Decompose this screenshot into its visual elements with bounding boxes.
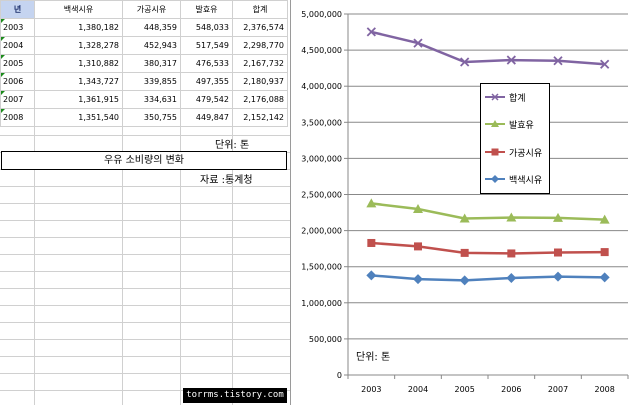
x-tick-label: 2007 bbox=[548, 385, 568, 394]
data-point bbox=[460, 57, 470, 67]
column-divider bbox=[122, 0, 123, 405]
y-tick-label: 5,000,000 bbox=[301, 10, 342, 19]
y-tick-label: 0 bbox=[337, 371, 342, 380]
sheet-title[interactable]: 우유 소비량의 변화 bbox=[1, 151, 287, 170]
data-point bbox=[553, 212, 563, 222]
data-point bbox=[413, 204, 423, 214]
data-point bbox=[600, 59, 610, 69]
data-point bbox=[367, 238, 376, 247]
data-point bbox=[366, 198, 377, 208]
series-line bbox=[371, 241, 605, 255]
data-point bbox=[460, 248, 469, 257]
data-point bbox=[554, 248, 562, 257]
data-point bbox=[506, 272, 517, 283]
data-point bbox=[553, 56, 563, 66]
y-tick-label: 4,500,000 bbox=[301, 46, 342, 55]
chart-unit-label: 단위: 톤 bbox=[356, 352, 391, 363]
series-line bbox=[371, 30, 605, 66]
table-row: 2006 1,343,727 339,855 497,355 2,180,937 bbox=[0, 72, 288, 91]
data-point bbox=[599, 214, 610, 224]
data-point bbox=[506, 55, 516, 65]
year-cell[interactable]: 2004 bbox=[0, 36, 35, 55]
data-point bbox=[600, 248, 609, 257]
x-tick-label: 2004 bbox=[408, 385, 428, 394]
legend-label: 백색시유 bbox=[509, 176, 543, 186]
legend-diamond-marker-icon bbox=[485, 175, 505, 183]
data-point bbox=[413, 38, 423, 48]
column-divider bbox=[180, 0, 181, 405]
data-point bbox=[553, 271, 563, 282]
header-white-milk[interactable]: 백색시유 bbox=[34, 0, 123, 19]
legend-item: 백색시유 bbox=[485, 172, 547, 186]
data-table: 년 백색시유 가공시유 발효유 합계 2003 1,380,182 448,35… bbox=[0, 0, 288, 127]
x-tick-label: 2003 bbox=[361, 385, 381, 394]
data-point bbox=[366, 27, 376, 37]
column-divider bbox=[232, 0, 233, 405]
table-cell[interactable]: 2,376,574 bbox=[232, 18, 288, 37]
legend-item: 발효유 bbox=[485, 117, 547, 131]
source-label[interactable]: 자료 :통계청 bbox=[200, 175, 253, 186]
legend-item: 가공시유 bbox=[485, 145, 547, 159]
table-header-row: 년 백색시유 가공시유 발효유 합계 bbox=[0, 0, 288, 19]
column-divider bbox=[34, 0, 35, 405]
series-line bbox=[371, 202, 605, 221]
watermark: torrms.tistory.com bbox=[183, 388, 287, 403]
table-cell[interactable]: 2,152,142 bbox=[232, 108, 288, 127]
data-point bbox=[599, 272, 610, 283]
y-tick-label: 4,000,000 bbox=[301, 82, 342, 91]
data-point bbox=[413, 274, 423, 285]
data-point bbox=[459, 213, 470, 223]
y-tick-label: 1,000,000 bbox=[301, 299, 342, 308]
legend-x-marker-icon bbox=[485, 93, 505, 101]
data-point bbox=[506, 212, 517, 222]
legend-label: 가공시유 bbox=[509, 149, 543, 159]
data-point bbox=[414, 242, 422, 251]
x-tick-label: 2006 bbox=[501, 385, 521, 394]
table-row: 2004 1,328,278 452,943 517,549 2,298,770 bbox=[0, 36, 288, 55]
spreadsheet: 년 백색시유 가공시유 발효유 합계 2003 1,380,182 448,35… bbox=[0, 0, 290, 405]
data-point bbox=[507, 249, 516, 258]
y-tick-label: 3,000,000 bbox=[301, 154, 342, 163]
x-tick-label: 2005 bbox=[454, 385, 474, 394]
year-cell[interactable]: 2006 bbox=[0, 72, 35, 91]
header-processed-milk[interactable]: 가공시유 bbox=[122, 0, 181, 19]
year-cell[interactable]: 2007 bbox=[0, 90, 35, 109]
data-point bbox=[459, 275, 470, 286]
table-row: 2007 1,361,915 334,631 479,542 2,176,088 bbox=[0, 90, 288, 109]
y-tick-label: 3,500,000 bbox=[301, 118, 342, 127]
unit-label[interactable]: 단위: 톤 bbox=[215, 140, 250, 151]
y-tick-label: 2,500,000 bbox=[301, 191, 342, 200]
data-point bbox=[366, 270, 377, 281]
y-tick-label: 1,500,000 bbox=[301, 263, 342, 272]
legend-label: 합계 bbox=[509, 94, 526, 104]
legend-square-marker-icon bbox=[485, 148, 505, 156]
legend-triangle-marker-icon bbox=[485, 120, 505, 127]
series-line bbox=[371, 274, 605, 282]
year-cell[interactable]: 2005 bbox=[0, 54, 35, 73]
legend-item: 합계 bbox=[485, 90, 547, 104]
legend-label: 발효유 bbox=[509, 121, 534, 131]
header-total[interactable]: 합계 bbox=[232, 0, 288, 19]
x-tick-label: 2008 bbox=[594, 385, 614, 394]
table-row: 2008 1,351,540 350,755 449,847 2,152,142 bbox=[0, 108, 288, 127]
y-tick-label: 500,000 bbox=[309, 335, 342, 344]
table-cell[interactable]: 1,351,540 bbox=[34, 108, 123, 127]
y-tick-label: 2,000,000 bbox=[301, 227, 342, 236]
chart-legend[interactable]: 합계 발효유 가공시유 백색시유 bbox=[480, 83, 550, 194]
